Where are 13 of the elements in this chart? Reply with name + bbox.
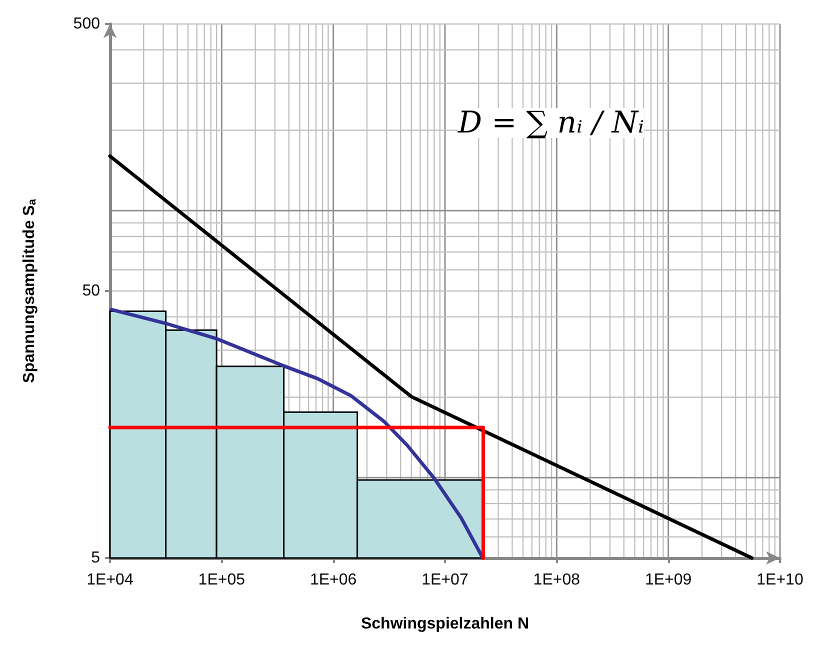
x-tick-label: 1E+08 — [533, 572, 580, 588]
x-tick-label: 1E+10 — [756, 572, 804, 588]
y-axis-title: Spannungsamplitude Sa — [21, 198, 38, 383]
x-tick-label: 1E+04 — [86, 572, 134, 588]
x-tick-label: 1E+07 — [422, 572, 468, 588]
x-tick-label: 1E+09 — [644, 572, 692, 588]
x-tick-label: 1E+06 — [310, 572, 357, 588]
x-tick-label: 1E+05 — [198, 572, 246, 588]
y-tick-label: 50 — [82, 282, 100, 300]
annotation: D = ∑ nᵢ / Nᵢ — [457, 106, 644, 140]
x-axis-title: Schwingspielzahlen N — [360, 616, 530, 632]
y-tick-label: 500 — [73, 16, 100, 32]
y-tick-label: 5 — [91, 550, 100, 566]
